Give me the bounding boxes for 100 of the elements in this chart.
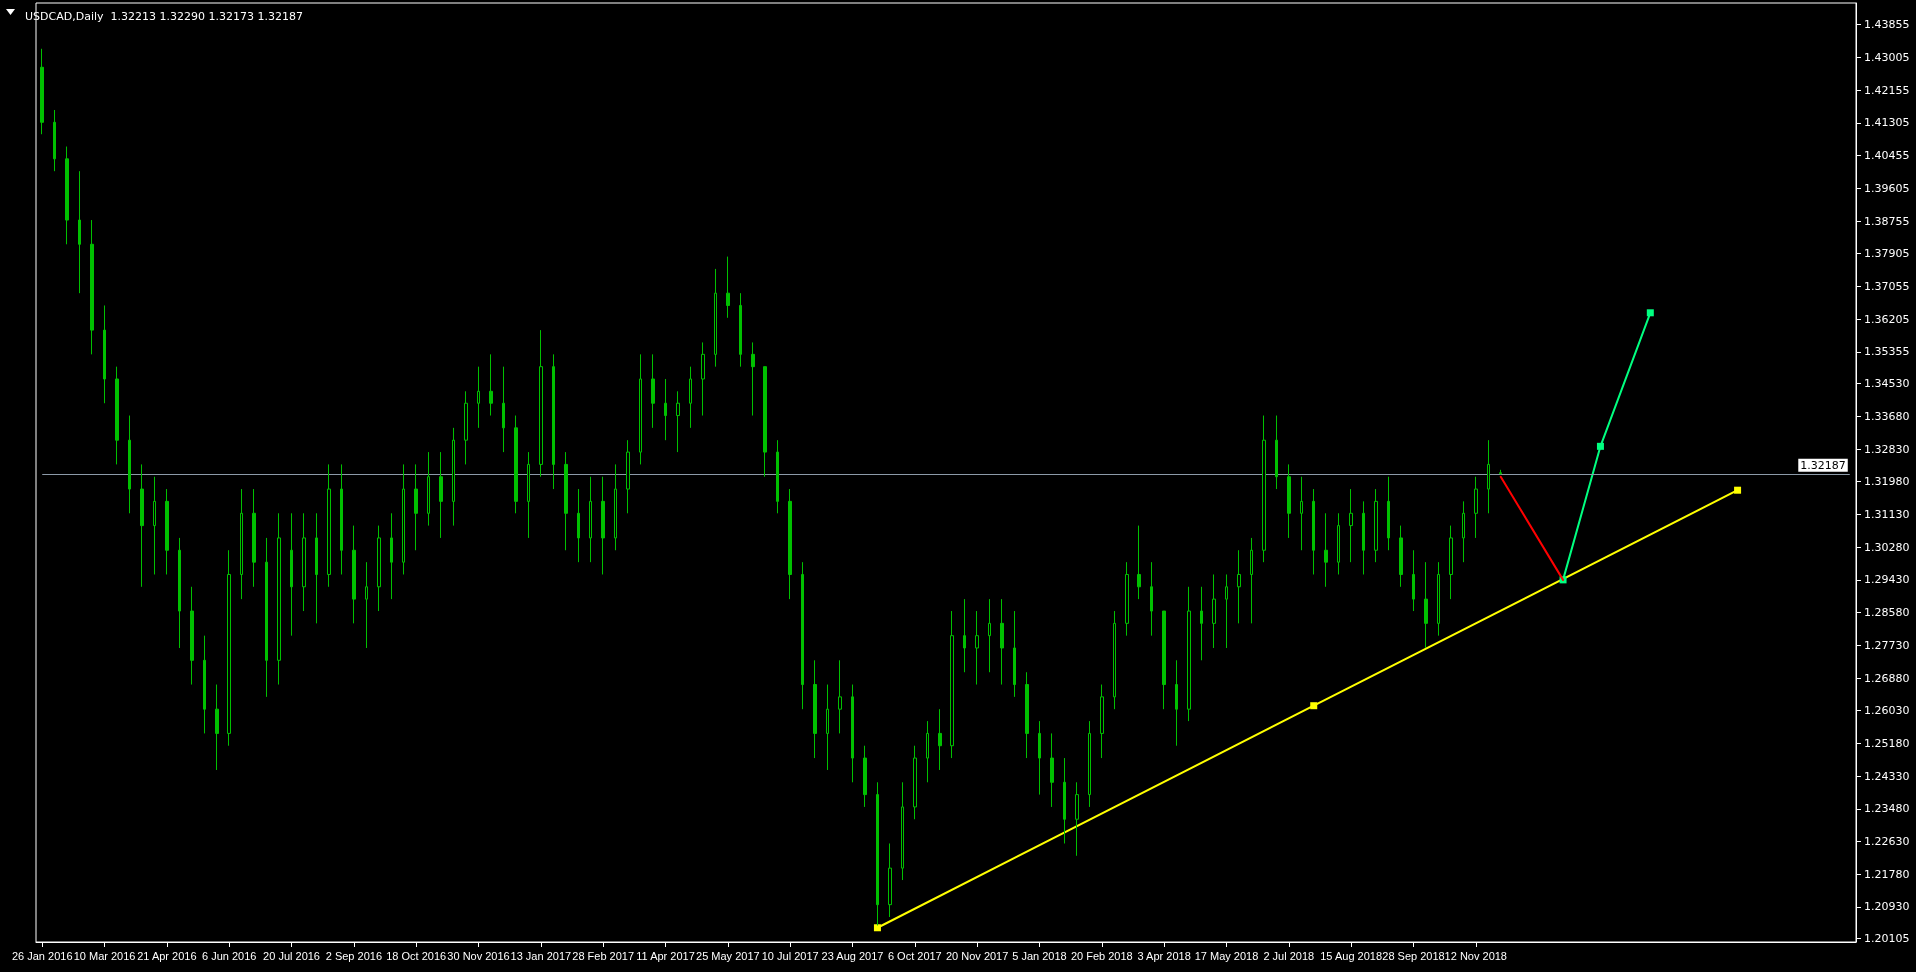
x-tick-label: 21 Apr 2016: [137, 949, 197, 962]
candlestick: [751, 341, 755, 417]
candlestick: [402, 463, 405, 575]
candlestick: [1113, 610, 1116, 710]
candlestick: [1125, 561, 1129, 637]
candlestick: [1212, 573, 1216, 649]
y-tick-label: 1.24330: [1864, 769, 1910, 783]
candlestick: [352, 525, 356, 624]
candlestick: [1175, 659, 1178, 747]
candlestick: [439, 451, 443, 539]
x-tick-label: 13 Jan 2017: [510, 949, 572, 962]
y-tick-label: 1.29430: [1864, 573, 1910, 587]
candlestick: [601, 476, 605, 575]
candlestick: [1387, 476, 1390, 551]
y-tick-label: 1.41305: [1864, 116, 1910, 130]
candlestick: [776, 439, 779, 514]
candlestick: [477, 366, 480, 429]
candlestick: [1437, 561, 1440, 637]
candlestick: [826, 684, 829, 771]
candlestick: [1225, 573, 1228, 649]
y-tick-label: 1.35355: [1864, 345, 1910, 359]
y-tick-label: 1.33680: [1864, 409, 1910, 423]
y-tick-label: 1.28580: [1864, 606, 1910, 620]
candlestick: [851, 684, 854, 783]
candlestick: [240, 488, 243, 600]
candlestick: [564, 451, 568, 551]
x-tick-label: 6 Oct 2017: [887, 949, 942, 962]
y-tick-label: 1.21780: [1864, 867, 1910, 881]
candlestick: [888, 842, 892, 918]
candlestick: [452, 427, 455, 527]
candlestick: [1150, 561, 1153, 637]
candlestick: [527, 451, 530, 539]
x-tick-label: 2 Jul 2018: [1263, 949, 1315, 962]
candlestick: [190, 586, 194, 686]
candlestick: [1000, 598, 1004, 686]
candlestick: [390, 512, 393, 600]
x-tick-label: 26 Jan 2016: [11, 949, 73, 962]
candlestick: [78, 170, 81, 294]
candlestick: [739, 292, 742, 368]
y-tick-label: 1.40455: [1864, 149, 1910, 163]
candlestick: [938, 708, 942, 771]
candlestick: [340, 463, 343, 575]
candlestick: [489, 353, 493, 417]
ref-line-label: 1.32187: [1800, 458, 1846, 472]
y-tick-label: 1.37055: [1864, 279, 1910, 293]
x-tick-label: 28 Feb 2017: [572, 949, 635, 962]
candlestick: [614, 463, 617, 551]
candlestick: [277, 512, 281, 686]
candlestick: [539, 329, 543, 478]
candlestick: [639, 353, 642, 465]
candlestick: [577, 488, 580, 563]
candlestick: [227, 549, 231, 747]
candlestick: [813, 659, 817, 759]
candlestick: [651, 353, 655, 429]
x-tick-label: 17 May 2018: [1194, 949, 1259, 962]
x-tick-label: 28 Sep 2018: [1382, 949, 1445, 962]
point: [1596, 442, 1604, 450]
candlestick: [514, 415, 518, 514]
candlestick: [1275, 415, 1278, 490]
y-tick-label: 1.39605: [1864, 181, 1910, 195]
candlestick: [1038, 720, 1041, 796]
candlestick: [1088, 720, 1091, 808]
candlestick: [1374, 488, 1378, 563]
y-tick-label: 1.31980: [1864, 475, 1910, 489]
candlestick: [115, 366, 119, 465]
candlestick: [552, 353, 555, 490]
x-tick-label: 15 Aug 2018: [1320, 949, 1383, 962]
y-tick-label: 1.27730: [1864, 638, 1910, 652]
candlestick: [1462, 500, 1465, 563]
candlestick: [265, 537, 268, 698]
y-tick-label: 1.25180: [1864, 736, 1910, 750]
candlestick: [701, 341, 705, 417]
candlestick: [1025, 671, 1029, 759]
point: [1310, 702, 1318, 710]
y-tick-label: 1.26880: [1864, 671, 1910, 685]
candlestick: [901, 781, 904, 881]
candlestick: [913, 745, 917, 820]
candlestick: [414, 463, 418, 551]
x-tick-label: 12 Nov 2018: [1444, 949, 1507, 962]
candlestick: [1187, 586, 1191, 722]
candlestick: [1499, 469, 1502, 475]
candlestick: [365, 561, 368, 649]
y-tick-label: 1.20930: [1864, 900, 1910, 914]
candlestick: [988, 598, 991, 673]
candlestick: [53, 109, 56, 172]
candlestick: [178, 537, 181, 649]
y-tick-label: 1.30280: [1864, 540, 1910, 554]
y-tick-label: 1.23480: [1864, 802, 1910, 816]
x-tick-label: 10 Jul 2017: [761, 949, 819, 962]
y-tick-label: 1.20105: [1864, 932, 1910, 946]
candlestick: [252, 488, 256, 588]
x-tick-label: 23 Aug 2017: [821, 949, 884, 962]
candlestick: [589, 476, 592, 563]
candlestick: [464, 390, 468, 465]
y-tick-label: 1.42155: [1864, 83, 1910, 97]
y-tick-label: 1.37905: [1864, 247, 1910, 261]
x-tick-label: 11 Apr 2017: [636, 949, 695, 962]
candlestick: [1200, 586, 1203, 661]
candlestick: [1237, 549, 1241, 624]
candlestick: [726, 256, 730, 319]
